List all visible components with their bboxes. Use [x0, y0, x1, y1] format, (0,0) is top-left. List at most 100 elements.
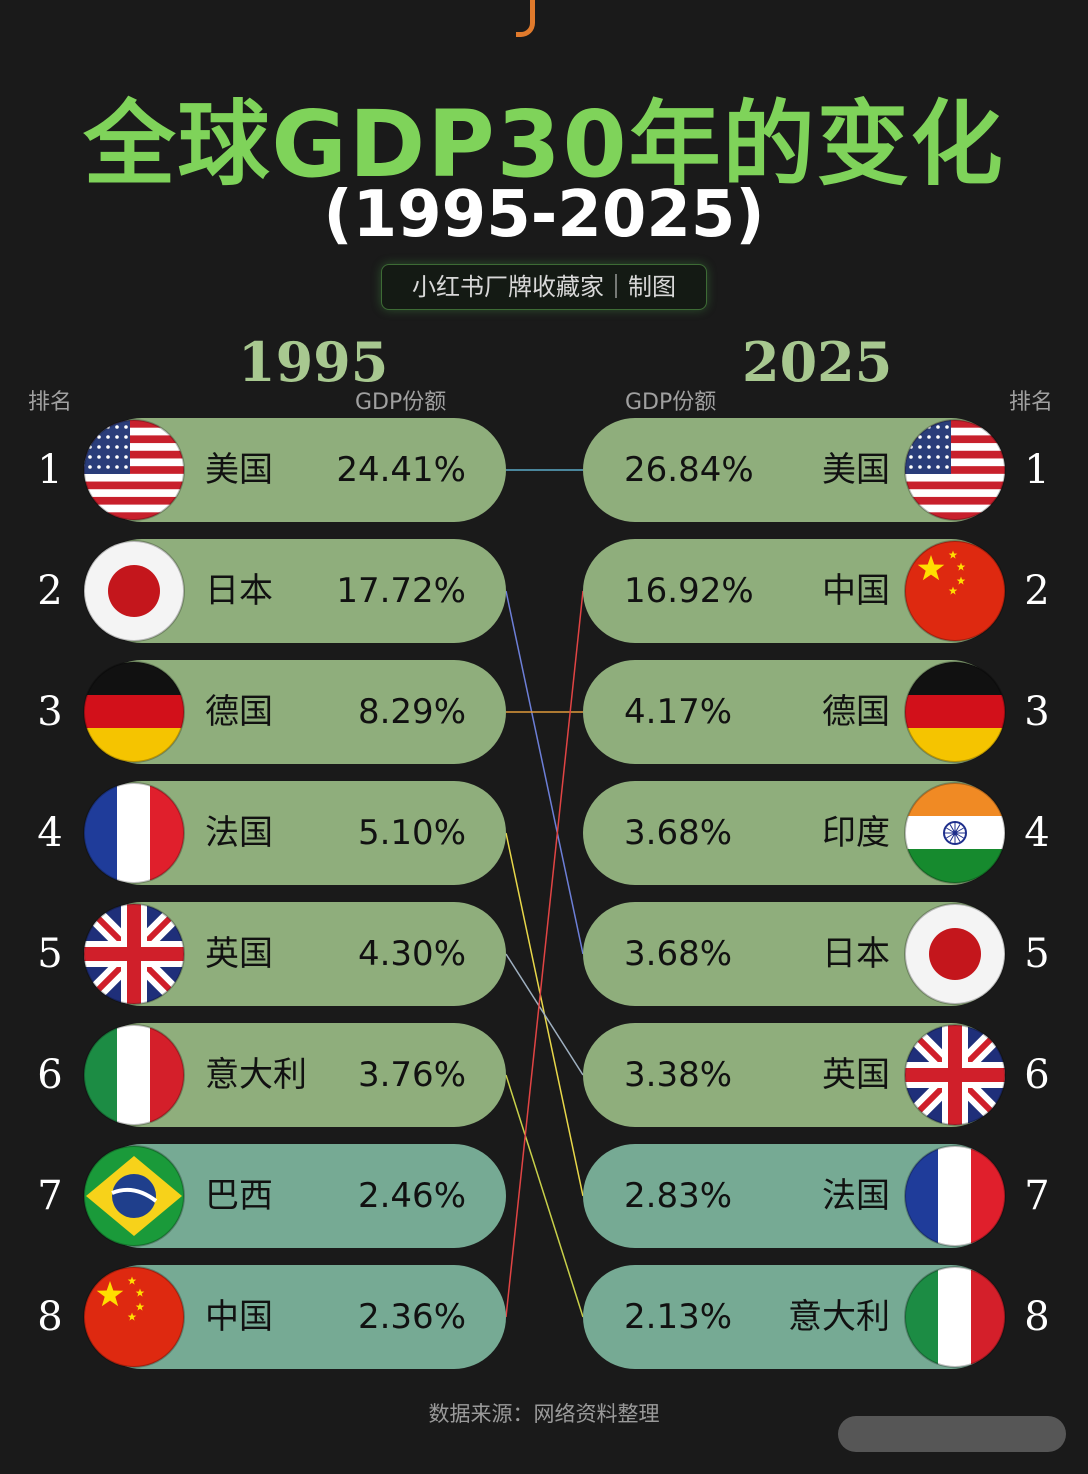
china-flag-icon [83, 1266, 185, 1368]
right-gdp-share: 4.17% [624, 692, 732, 732]
usa-flag-icon [904, 419, 1006, 521]
left-country-name: 英国 [205, 934, 273, 974]
right-country-name: 印度 [822, 813, 890, 853]
rank-change-link [505, 590, 584, 1318]
left-row: 7 巴西 2.46% [37, 1144, 506, 1248]
right-row-pill [583, 1144, 1003, 1248]
right-country-name: 日本 [822, 934, 890, 974]
right-rank-header: 排名 [1009, 390, 1054, 415]
left-rank-number: 1 [37, 447, 62, 493]
left-country-name: 日本 [205, 571, 273, 611]
left-row: 2 日本 17.72% [37, 539, 506, 643]
left-row: 6 意大利 3.76% [37, 1023, 506, 1127]
decoration-mark [516, 0, 535, 37]
left-rank-number: 3 [37, 689, 62, 735]
right-country-name: 法国 [822, 1176, 890, 1216]
right-share-header: GDP份额 [625, 390, 717, 415]
right-gdp-share: 16.92% [624, 571, 754, 611]
left-rank-number: 4 [37, 810, 62, 856]
left-country-name: 美国 [205, 450, 273, 490]
right-row-pill [583, 902, 1003, 1006]
left-row-pill [90, 902, 506, 1006]
china-flag-icon [904, 540, 1006, 642]
right-row: 2.13% 意大利 8 [583, 1265, 1050, 1369]
left-rank-number: 2 [37, 568, 62, 614]
right-row: 16.92% 中国 2 [583, 539, 1050, 643]
right-rank-number: 1 [1024, 447, 1049, 493]
right-gdp-share: 2.83% [624, 1176, 732, 1216]
right-country-name: 中国 [822, 571, 890, 611]
left-row-pill [90, 418, 506, 522]
right-country-name: 美国 [822, 450, 890, 490]
page-subtitle: (1995-2025) [323, 178, 765, 252]
right-rank-number: 5 [1024, 931, 1049, 977]
rank-change-link [505, 953, 584, 1076]
right-rank-number: 7 [1024, 1173, 1049, 1219]
right-row: 3.68% 印度 4 [583, 781, 1050, 885]
left-gdp-share: 8.29% [358, 692, 466, 732]
right-rank-number: 3 [1024, 689, 1049, 735]
watermark [838, 1416, 1066, 1452]
italy-flag-icon [904, 1266, 1006, 1368]
left-gdp-share: 2.46% [358, 1176, 466, 1216]
right-row-pill [583, 1265, 1003, 1369]
right-rank-number: 8 [1024, 1294, 1049, 1340]
right-row-pill [583, 1023, 1003, 1127]
right-rank-number: 2 [1024, 568, 1049, 614]
right-row: 2.83% 法国 7 [583, 1144, 1050, 1248]
left-share-header: GDP份额 [355, 390, 447, 415]
right-country-name: 意大利 [788, 1297, 890, 1337]
left-country-name: 法国 [205, 813, 273, 853]
right-row: 4.17% 德国 3 [583, 660, 1050, 764]
right-rank-number: 6 [1024, 1052, 1049, 1098]
left-row-pill [90, 539, 506, 643]
left-rank-number: 6 [37, 1052, 62, 1098]
left-rank-number: 5 [37, 931, 62, 977]
right-row-pill [583, 660, 1003, 764]
left-row-pill [90, 1265, 506, 1369]
right-country-name: 德国 [822, 692, 890, 732]
rank-change-link [505, 590, 584, 955]
left-row-pill [90, 781, 506, 885]
usa-flag-icon [83, 419, 185, 521]
right-row-pill [583, 418, 1003, 522]
india-flag-icon [904, 782, 1006, 884]
credit-badge: 小红书厂牌收藏家｜制图 [381, 264, 707, 310]
right-gdp-share: 3.68% [624, 934, 732, 974]
right-gdp-share: 26.84% [624, 450, 754, 490]
left-rank-header: 排名 [28, 390, 73, 415]
left-row: 8 中国 2.36% [37, 1265, 506, 1369]
left-gdp-share: 2.36% [358, 1297, 466, 1337]
brazil-flag-icon [83, 1145, 185, 1247]
data-source-note: 数据来源：网络资料整理 [428, 1402, 660, 1426]
left-row: 5 英国 4.30% [37, 902, 506, 1006]
left-row-pill [90, 660, 506, 764]
right-gdp-share: 2.13% [624, 1297, 732, 1337]
left-rank-number: 8 [37, 1294, 62, 1340]
right-row: 3.38% 英国 6 [583, 1023, 1050, 1127]
germany-flag-icon [904, 661, 1006, 763]
left-gdp-share: 24.41% [336, 450, 466, 490]
left-country-name: 中国 [205, 1297, 273, 1337]
left-row: 3 德国 8.29% [37, 660, 506, 764]
left-gdp-share: 5.10% [358, 813, 466, 853]
right-row-pill [583, 781, 1003, 885]
right-rank-number: 4 [1024, 810, 1049, 856]
japan-flag-icon [83, 540, 185, 642]
right-country-name: 英国 [822, 1055, 890, 1095]
right-row: 26.84% 美国 1 [583, 418, 1050, 522]
italy-flag-icon [83, 1024, 185, 1126]
left-row: 1 美国 24.41% [37, 418, 506, 522]
left-gdp-share: 4.30% [358, 934, 466, 974]
right-row: 3.68% 日本 5 [583, 902, 1050, 1006]
right-row-pill [583, 539, 1003, 643]
uk-flag-icon [83, 903, 185, 1005]
left-year-label: 1995 [238, 330, 389, 394]
france-flag-icon [904, 1145, 1006, 1247]
left-country-name: 意大利 [205, 1055, 307, 1095]
left-country-name: 德国 [205, 692, 273, 732]
rank-change-link [505, 1074, 584, 1318]
page-title: 全球GDP30年的变化 [83, 91, 1005, 198]
france-flag-icon [83, 782, 185, 884]
